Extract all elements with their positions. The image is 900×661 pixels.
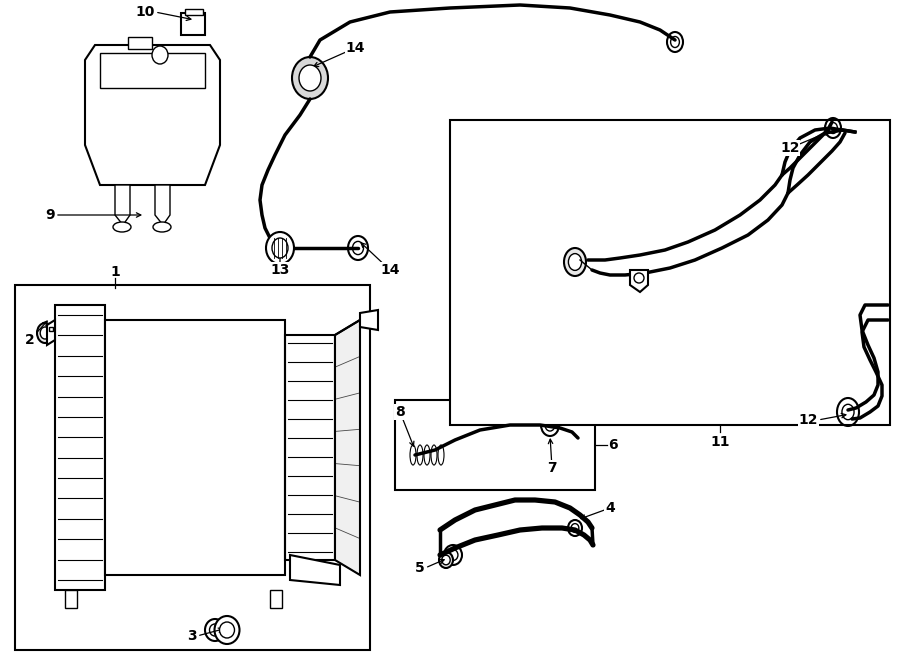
Polygon shape [290, 555, 340, 585]
Ellipse shape [113, 222, 131, 232]
Ellipse shape [292, 57, 328, 99]
Ellipse shape [152, 46, 168, 64]
Text: 14: 14 [380, 263, 400, 277]
Text: 14: 14 [346, 41, 365, 55]
Ellipse shape [564, 248, 586, 276]
Text: 4: 4 [605, 501, 615, 515]
Polygon shape [115, 185, 130, 225]
Bar [285, 335, 335, 560]
Text: 12: 12 [780, 141, 800, 155]
Ellipse shape [299, 65, 321, 91]
Ellipse shape [272, 238, 288, 258]
Bar [395, 400, 595, 490]
Polygon shape [47, 320, 55, 345]
Bar [450, 120, 890, 425]
Polygon shape [155, 185, 170, 225]
Ellipse shape [40, 327, 50, 339]
Text: 13: 13 [270, 263, 290, 277]
Text: 10: 10 [136, 5, 155, 19]
Polygon shape [360, 310, 378, 330]
Ellipse shape [634, 273, 644, 283]
Ellipse shape [214, 616, 239, 644]
Polygon shape [335, 320, 360, 575]
Bar [128, 37, 152, 49]
Bar [65, 590, 77, 608]
Ellipse shape [220, 622, 235, 638]
Text: 12: 12 [798, 413, 818, 427]
Text: 8: 8 [395, 405, 405, 419]
Bar [100, 53, 205, 88]
Bar [181, 13, 205, 35]
Text: 2: 2 [25, 333, 35, 347]
Text: 7: 7 [547, 461, 557, 475]
Text: 3: 3 [187, 629, 197, 643]
Text: 5: 5 [415, 561, 425, 575]
Ellipse shape [569, 254, 581, 270]
Polygon shape [49, 327, 53, 331]
Text: 11: 11 [710, 435, 730, 449]
Bar [15, 285, 370, 650]
Ellipse shape [37, 323, 53, 343]
Text: 1: 1 [110, 265, 120, 279]
Bar [270, 590, 282, 608]
Bar [105, 320, 285, 575]
Text: 6: 6 [608, 438, 617, 452]
Ellipse shape [153, 222, 171, 232]
Text: 9: 9 [45, 208, 55, 222]
Bar [55, 305, 105, 590]
Polygon shape [85, 45, 220, 185]
Bar [185, 9, 203, 15]
Ellipse shape [442, 555, 450, 564]
Ellipse shape [439, 552, 453, 568]
Ellipse shape [266, 232, 294, 264]
Polygon shape [630, 270, 648, 292]
